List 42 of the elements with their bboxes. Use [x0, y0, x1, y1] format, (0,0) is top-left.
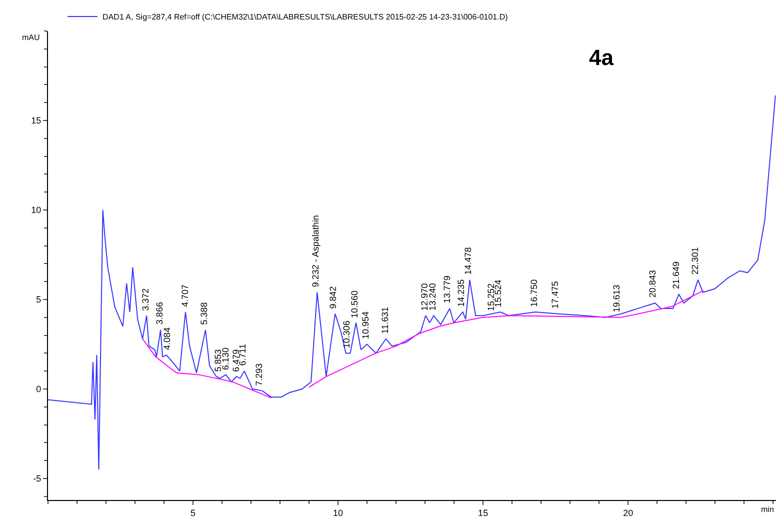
y-tick-label: 15: [31, 116, 42, 126]
y-tick-label: -5: [33, 474, 42, 484]
annotation: 9.232 - Aspalathin: [310, 215, 320, 288]
annotation: 5.853: [212, 349, 223, 372]
annotation: 19.613: [611, 284, 622, 312]
annotation: 15.524: [493, 280, 504, 308]
annotation: 7.293: [254, 363, 264, 386]
annotation: 3.866: [154, 302, 165, 325]
annotation: 10.954: [360, 311, 370, 339]
annotation: 13.779: [442, 276, 452, 304]
y-axis-title: mAU: [22, 33, 40, 42]
x-tick-label: 10: [333, 508, 344, 518]
annotation: 21.649: [670, 262, 681, 290]
y-tick-label: 0: [36, 384, 42, 394]
annotation: 14.235: [456, 279, 466, 307]
annotation: 16.750: [528, 279, 539, 307]
annotation: 4.707: [180, 284, 190, 308]
annotation: 11.631: [380, 306, 390, 334]
annotation: 5.388: [198, 302, 209, 325]
annotation: 14.478: [463, 247, 474, 275]
annotation: 4.084: [162, 327, 172, 350]
annotation: 6.130: [220, 347, 231, 370]
y-tick-label: 10: [31, 205, 42, 216]
annotation: 22.301: [690, 247, 700, 275]
annotation: 3.372: [140, 288, 151, 311]
annotation: 10.306: [342, 320, 352, 348]
annotation: 12.970: [420, 283, 430, 311]
y-tick-label: 5: [36, 294, 42, 305]
annotation: 15.252: [486, 283, 496, 311]
annotation: 9.842: [328, 286, 338, 309]
x-tick-label: 5: [190, 508, 196, 518]
line-series: [48, 94, 776, 470]
annotation: 13.240: [427, 283, 438, 311]
text: 4a: [589, 45, 614, 70]
annotation: 20.843: [647, 270, 658, 298]
x-axis-title: min: [761, 505, 774, 514]
x-tick-label: 15: [478, 508, 488, 518]
annotation: 6.711: [238, 344, 248, 366]
x-tick-label: 20: [623, 508, 634, 518]
annotation: 17.475: [550, 281, 560, 309]
annotation: 10.560: [350, 290, 360, 318]
legend-label: DAD1 A, Sig=287,4 Ref=off (C:\CHEM32\1\DATA\LABRESULTS\LABRESULTS 2015-02-25 14-23-31\006-0101.D): [102, 12, 508, 22]
